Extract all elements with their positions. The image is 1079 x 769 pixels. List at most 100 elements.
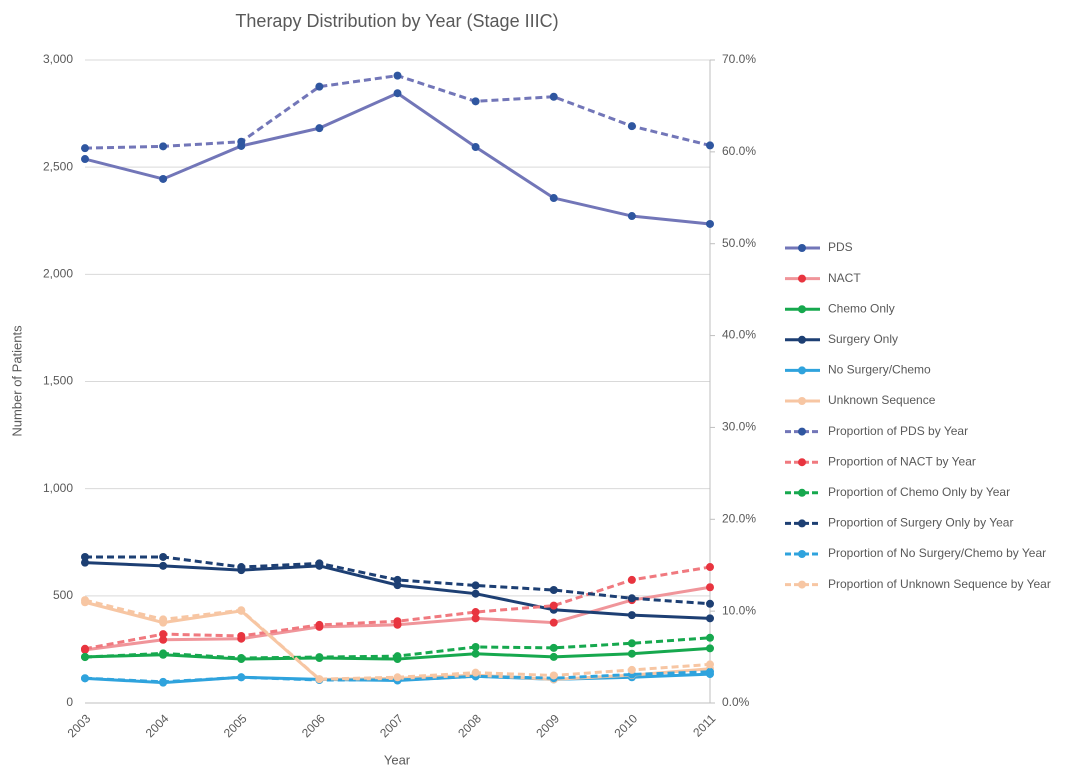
data-point: [159, 552, 168, 561]
data-point: [627, 122, 636, 131]
data-point: [627, 212, 636, 221]
data-point: [159, 561, 168, 570]
data-point: [237, 606, 246, 615]
legend-marker: [798, 305, 806, 314]
data-point: [81, 155, 89, 164]
data-point: [627, 575, 636, 584]
x-tick-label: 2010: [611, 711, 640, 740]
legend-label: NACT: [828, 271, 861, 285]
y2-tick-label: 30.0%: [722, 420, 756, 434]
data-point: [706, 660, 714, 669]
data-point: [315, 124, 324, 133]
y2-tick-label: 40.0%: [722, 328, 756, 342]
x-tick-label: 2004: [143, 711, 172, 740]
x-axis-title: Year: [384, 752, 411, 767]
legend-marker: [798, 488, 806, 497]
legend-marker: [798, 366, 806, 375]
data-point: [549, 92, 558, 101]
data-point: [471, 608, 480, 617]
data-point: [627, 665, 636, 674]
data-point: [393, 575, 402, 584]
data-point: [471, 649, 480, 658]
legend-label: Proportion of Chemo Only by Year: [828, 485, 1010, 499]
chart-title: Therapy Distribution by Year (Stage IIIC…: [235, 11, 558, 31]
y-tick-label: 1,500: [43, 374, 73, 388]
data-point: [159, 142, 168, 151]
data-point: [81, 552, 89, 561]
legend-marker: [798, 244, 806, 252]
data-point: [549, 194, 558, 203]
x-tick-label: 2007: [377, 711, 406, 740]
data-point: [549, 652, 558, 661]
legend-marker: [798, 274, 806, 283]
data-point: [237, 653, 246, 662]
y2-tick-label: 0.0%: [722, 695, 750, 709]
data-point: [315, 653, 324, 662]
data-point: [237, 137, 246, 146]
legend-label: Proportion of Unknown Sequence by Year: [828, 577, 1051, 591]
data-point: [706, 614, 714, 623]
data-point: [706, 563, 714, 572]
y-tick-label: 0: [66, 695, 73, 709]
data-point: [159, 174, 168, 183]
data-point: [706, 633, 714, 642]
data-point: [706, 644, 714, 653]
series-line: [84, 561, 711, 620]
legend-label: Proportion of No Surgery/Chemo by Year: [828, 546, 1046, 560]
data-point: [81, 653, 89, 662]
data-point: [471, 642, 480, 651]
data-point: [471, 589, 480, 598]
data-point: [393, 673, 402, 682]
data-point: [706, 219, 714, 228]
data-point: [706, 141, 714, 150]
y2-tick-label: 60.0%: [722, 144, 756, 158]
x-tick-label: 2006: [299, 711, 328, 740]
data-point: [81, 644, 89, 653]
data-point: [706, 583, 714, 592]
series-line: [84, 91, 711, 226]
data-point: [549, 643, 558, 652]
data-point: [315, 675, 324, 684]
data-point: [471, 668, 480, 677]
data-point: [81, 144, 89, 153]
y-tick-label: 2,000: [43, 267, 73, 281]
y-tick-label: 2,500: [43, 159, 73, 173]
data-point: [237, 631, 246, 640]
data-point: [549, 586, 558, 595]
y2-tick-label: 70.0%: [722, 52, 756, 66]
y2-tick-label: 20.0%: [722, 511, 756, 525]
data-point: [471, 614, 480, 623]
data-point: [627, 611, 636, 620]
y2-tick-label: 50.0%: [722, 236, 756, 250]
legend-marker: [798, 580, 806, 589]
data-point: [549, 618, 558, 627]
data-point: [706, 599, 714, 608]
data-point: [471, 143, 480, 152]
y-axis-title: Number of Patients: [9, 325, 24, 437]
data-point: [237, 563, 246, 572]
data-point: [159, 677, 168, 686]
data-point: [315, 82, 324, 91]
data-point: [393, 71, 402, 80]
legend-label: Proportion of Surgery Only by Year: [828, 516, 1013, 530]
legend-marker: [798, 458, 806, 467]
y-tick-label: 500: [53, 588, 73, 602]
legend-label: Proportion of PDS by Year: [828, 424, 968, 438]
data-point: [549, 671, 558, 680]
y-tick-label: 3,000: [43, 52, 73, 66]
data-point: [627, 594, 636, 603]
data-point: [627, 639, 636, 648]
data-point: [81, 596, 89, 605]
legend-label: Proportion of NACT by Year: [828, 454, 976, 468]
data-point: [315, 559, 324, 568]
data-point: [627, 649, 636, 658]
data-point: [471, 97, 480, 106]
data-point: [471, 581, 480, 590]
data-point: [159, 635, 168, 644]
x-tick-label: 2005: [221, 711, 250, 740]
data-point: [549, 601, 558, 610]
x-tick-label: 2011: [690, 711, 718, 739]
legend-marker: [798, 519, 806, 528]
data-point: [81, 674, 89, 683]
data-point: [315, 620, 324, 629]
